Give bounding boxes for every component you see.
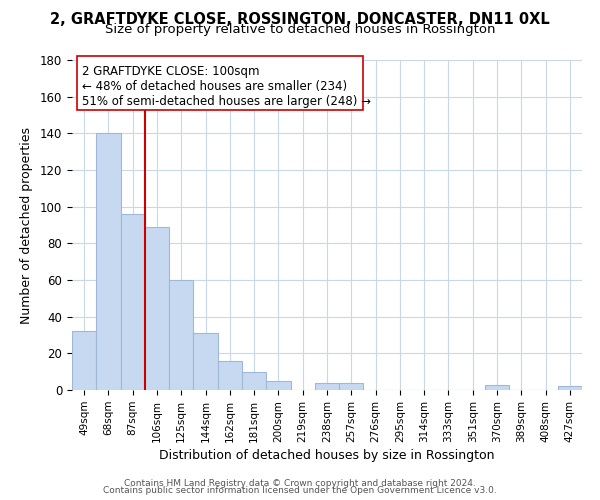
Text: 51% of semi-detached houses are larger (248) →: 51% of semi-detached houses are larger (… bbox=[82, 95, 371, 108]
Text: ← 48% of detached houses are smaller (234): ← 48% of detached houses are smaller (23… bbox=[82, 80, 347, 93]
Text: Contains public sector information licensed under the Open Government Licence v3: Contains public sector information licen… bbox=[103, 486, 497, 495]
Bar bbox=[169, 280, 193, 390]
Bar bbox=[218, 360, 242, 390]
Bar bbox=[121, 214, 145, 390]
Bar bbox=[339, 382, 364, 390]
Text: 2, GRAFTDYKE CLOSE, ROSSINGTON, DONCASTER, DN11 0XL: 2, GRAFTDYKE CLOSE, ROSSINGTON, DONCASTE… bbox=[50, 12, 550, 28]
Bar bbox=[485, 384, 509, 390]
Bar bbox=[242, 372, 266, 390]
FancyBboxPatch shape bbox=[77, 56, 364, 110]
Bar bbox=[193, 333, 218, 390]
Bar bbox=[315, 382, 339, 390]
Y-axis label: Number of detached properties: Number of detached properties bbox=[20, 126, 33, 324]
Bar bbox=[558, 386, 582, 390]
Bar bbox=[266, 381, 290, 390]
Text: 2 GRAFTDYKE CLOSE: 100sqm: 2 GRAFTDYKE CLOSE: 100sqm bbox=[82, 66, 259, 78]
Bar bbox=[96, 134, 121, 390]
X-axis label: Distribution of detached houses by size in Rossington: Distribution of detached houses by size … bbox=[159, 449, 495, 462]
Bar bbox=[72, 332, 96, 390]
Bar bbox=[145, 227, 169, 390]
Text: Size of property relative to detached houses in Rossington: Size of property relative to detached ho… bbox=[105, 22, 495, 36]
Text: Contains HM Land Registry data © Crown copyright and database right 2024.: Contains HM Land Registry data © Crown c… bbox=[124, 478, 476, 488]
